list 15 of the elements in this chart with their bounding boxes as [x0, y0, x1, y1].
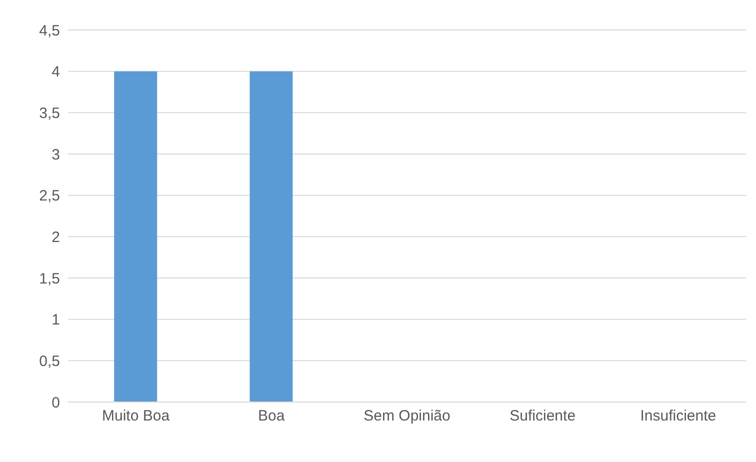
x-tick-label: Insuficiente: [640, 408, 716, 425]
y-tick-label: 4,5: [39, 22, 60, 40]
y-tick-label: 3,5: [39, 104, 60, 122]
x-tick-label: Boa: [258, 408, 286, 425]
y-tick-label: 1,5: [39, 270, 60, 288]
y-tick-label: 4: [52, 64, 60, 81]
y-tick-label: 1: [52, 312, 60, 329]
x-tick-label: Suficiente: [510, 408, 576, 425]
y-tick-label: 2,5: [39, 188, 60, 205]
y-tick-label: 0: [52, 394, 60, 412]
y-tick-label: 0,5: [39, 352, 60, 370]
y-tick-label: 3: [52, 146, 60, 164]
x-tick-label: Muito Boa: [102, 408, 170, 425]
y-tick-label: 2: [52, 228, 60, 246]
x-tick-label: Sem Opinião: [364, 408, 450, 425]
